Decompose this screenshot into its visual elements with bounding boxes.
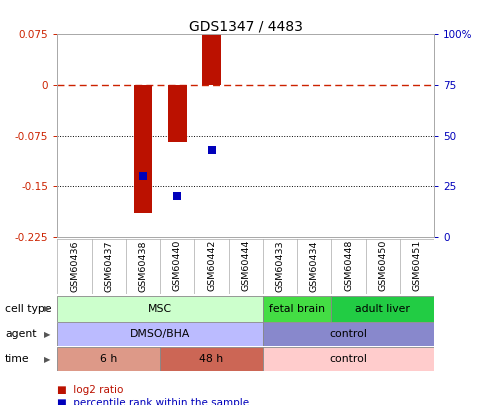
Text: ■  log2 ratio: ■ log2 ratio bbox=[57, 385, 124, 395]
Bar bbox=[57, 322, 263, 346]
Text: agent: agent bbox=[5, 329, 36, 339]
Text: GSM60438: GSM60438 bbox=[139, 240, 148, 292]
Text: GSM60448: GSM60448 bbox=[344, 240, 353, 292]
Text: ▶: ▶ bbox=[44, 355, 51, 364]
Text: cell type: cell type bbox=[5, 304, 51, 314]
Text: GSM60442: GSM60442 bbox=[207, 240, 216, 292]
Bar bbox=[57, 347, 160, 371]
Bar bbox=[168, 85, 187, 143]
Title: GDS1347 / 4483: GDS1347 / 4483 bbox=[189, 19, 303, 33]
Text: GSM60451: GSM60451 bbox=[413, 240, 422, 292]
Point bbox=[139, 173, 147, 179]
Text: time: time bbox=[5, 354, 29, 364]
Text: GSM60444: GSM60444 bbox=[241, 240, 250, 292]
Point bbox=[208, 147, 216, 153]
Bar bbox=[263, 347, 434, 371]
Bar bbox=[263, 296, 331, 322]
Text: GSM60434: GSM60434 bbox=[310, 240, 319, 292]
Text: GSM60440: GSM60440 bbox=[173, 240, 182, 292]
Text: ■  percentile rank within the sample: ■ percentile rank within the sample bbox=[57, 398, 250, 405]
Bar bbox=[134, 85, 152, 213]
Text: GSM60433: GSM60433 bbox=[275, 240, 284, 292]
Text: GSM60436: GSM60436 bbox=[70, 240, 79, 292]
Text: GSM60450: GSM60450 bbox=[378, 240, 387, 292]
Point bbox=[173, 193, 181, 200]
Bar bbox=[160, 347, 263, 371]
Text: 48 h: 48 h bbox=[200, 354, 224, 364]
Bar bbox=[263, 322, 434, 346]
Text: DMSO/BHA: DMSO/BHA bbox=[130, 329, 190, 339]
Text: ▶: ▶ bbox=[44, 304, 51, 313]
Text: control: control bbox=[329, 329, 367, 339]
Text: adult liver: adult liver bbox=[355, 304, 410, 314]
Text: GSM60437: GSM60437 bbox=[104, 240, 113, 292]
Text: control: control bbox=[329, 354, 367, 364]
Bar bbox=[331, 296, 434, 322]
Text: ▶: ▶ bbox=[44, 330, 51, 339]
Text: MSC: MSC bbox=[148, 304, 172, 314]
Text: fetal brain: fetal brain bbox=[269, 304, 325, 314]
Bar bbox=[202, 34, 221, 85]
Text: 6 h: 6 h bbox=[100, 354, 117, 364]
Bar bbox=[57, 296, 263, 322]
